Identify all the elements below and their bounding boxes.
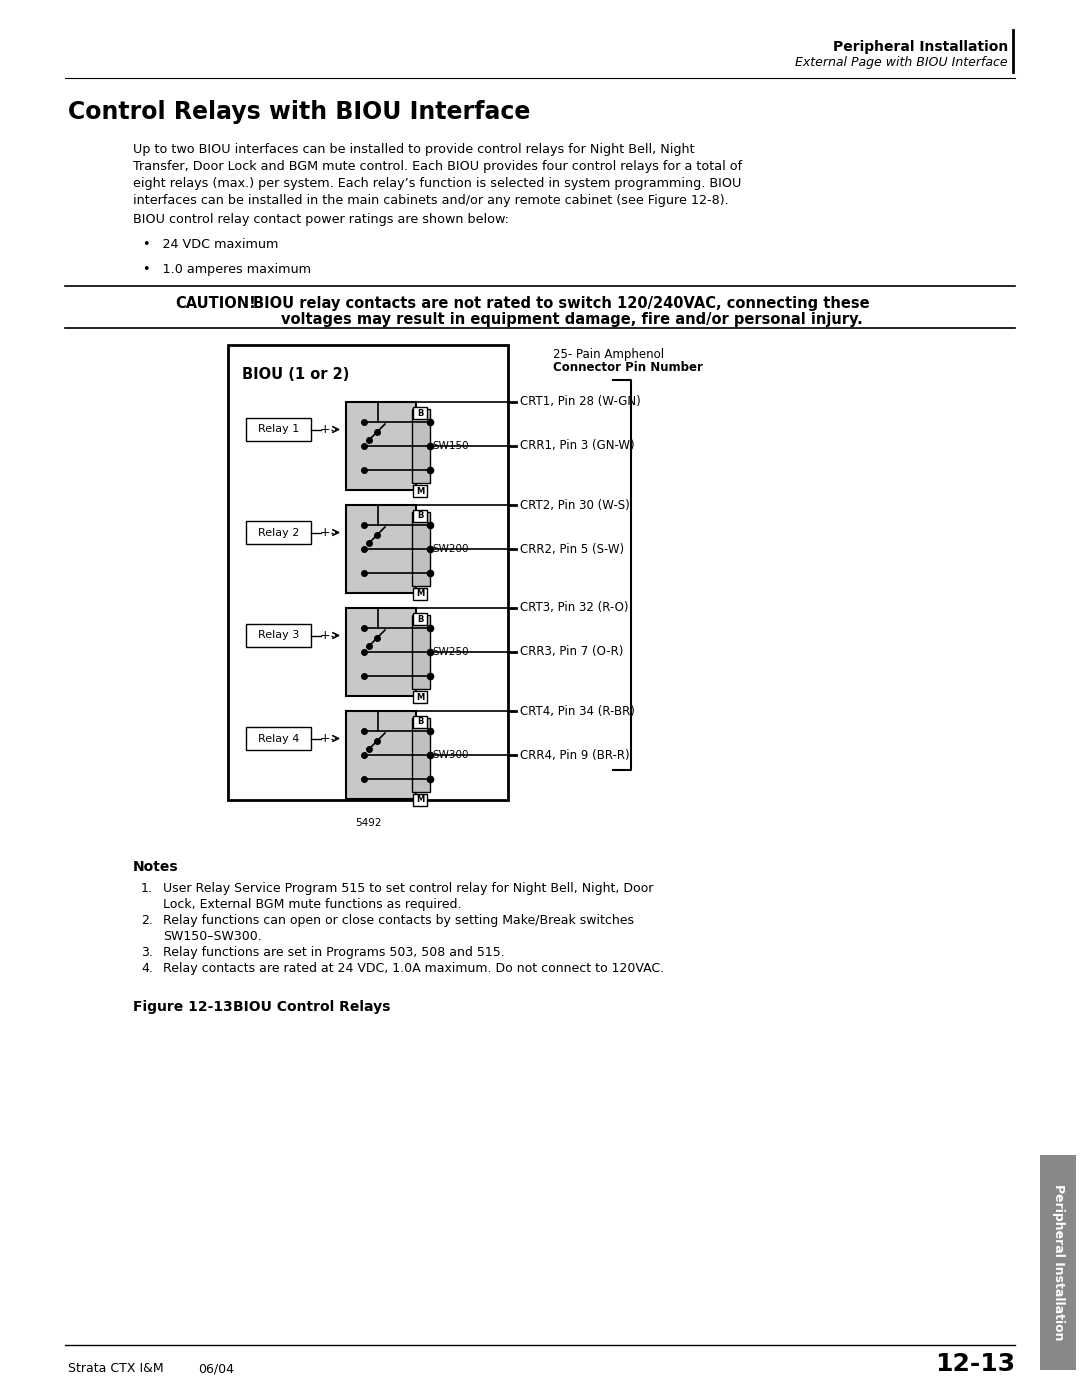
Text: Relay 1: Relay 1 [258,425,299,434]
Bar [413,613,427,624]
Text: M: M [416,590,424,598]
Bar [346,711,416,799]
Bar [413,407,427,419]
Text: SW250: SW250 [432,647,469,657]
Text: SW300: SW300 [432,750,469,760]
Text: Control Relays with BIOU Interface: Control Relays with BIOU Interface [68,101,530,124]
Bar [1040,1155,1076,1370]
Bar [346,402,416,490]
Text: SW150: SW150 [432,441,469,451]
Text: 2.: 2. [141,914,153,928]
Text: Relay 4: Relay 4 [258,733,299,743]
Text: eight relays (max.) per system. Each relay’s function is selected in system prog: eight relays (max.) per system. Each rel… [133,177,741,190]
Text: +: + [320,527,330,539]
Text: CRR4, Pin 9 (BR-R): CRR4, Pin 9 (BR-R) [519,749,630,761]
Text: 3.: 3. [141,946,153,958]
Text: User Relay Service Program 515 to set control relay for Night Bell, Night, Door: User Relay Service Program 515 to set co… [163,882,653,895]
Text: •   24 VDC maximum: • 24 VDC maximum [143,237,279,251]
Text: •   1.0 amperes maximum: • 1.0 amperes maximum [143,263,311,277]
Text: CAUTION!: CAUTION! [175,296,256,312]
Bar [413,717,427,728]
Text: CRR1, Pin 3 (GN-W): CRR1, Pin 3 (GN-W) [519,440,635,453]
Text: SW150–SW300.: SW150–SW300. [163,930,261,943]
Text: BIOU control relay contact power ratings are shown below:: BIOU control relay contact power ratings… [133,212,509,226]
Text: 25- Pain Amphenol: 25- Pain Amphenol [553,348,664,360]
Text: Peripheral Installation: Peripheral Installation [833,41,1008,54]
Bar [346,504,416,592]
Bar [246,624,311,647]
Bar [246,726,311,750]
Bar [346,608,416,696]
Text: Lock, External BGM mute functions as required.: Lock, External BGM mute functions as req… [163,898,461,911]
Bar [413,588,427,599]
Text: SW200: SW200 [432,543,469,555]
Text: Relay functions can open or close contacts by setting Make/Break switches: Relay functions can open or close contac… [163,914,634,928]
Bar [413,692,427,703]
Text: External Page with BIOU Interface: External Page with BIOU Interface [795,56,1008,68]
Text: 1.: 1. [141,882,153,895]
Bar [411,409,430,483]
Text: BIOU relay contacts are not rated to switch 120/240VAC, connecting these: BIOU relay contacts are not rated to swi… [253,296,869,312]
Text: +: + [320,629,330,643]
Text: Relay functions are set in Programs 503, 508 and 515.: Relay functions are set in Programs 503,… [163,946,504,958]
Bar [246,418,311,441]
Text: 5492: 5492 [354,819,381,828]
Text: Relay 3: Relay 3 [258,630,299,640]
Text: 12-13: 12-13 [935,1352,1015,1376]
Text: Transfer, Door Lock and BGM mute control. Each BIOU provides four control relays: Transfer, Door Lock and BGM mute control… [133,161,742,173]
Text: Strata CTX I&M: Strata CTX I&M [68,1362,164,1375]
Text: Peripheral Installation: Peripheral Installation [1052,1185,1065,1341]
Text: CRT3, Pin 32 (R-O): CRT3, Pin 32 (R-O) [519,602,629,615]
Bar [413,510,427,522]
Text: B: B [417,511,423,521]
Text: Notes: Notes [133,861,178,875]
Bar [411,718,430,792]
Text: Relay contacts are rated at 24 VDC, 1.0A maximum. Do not connect to 120VAC.: Relay contacts are rated at 24 VDC, 1.0A… [163,963,664,975]
Text: CRT4, Pin 34 (R-BR): CRT4, Pin 34 (R-BR) [519,704,635,718]
Text: 06/04: 06/04 [198,1362,234,1375]
Text: CRT1, Pin 28 (W-GN): CRT1, Pin 28 (W-GN) [519,395,640,408]
Text: BIOU (1 or 2): BIOU (1 or 2) [242,367,349,381]
Text: CRR2, Pin 5 (S-W): CRR2, Pin 5 (S-W) [519,542,624,556]
Bar [413,793,427,806]
Text: CRT2, Pin 30 (W-S): CRT2, Pin 30 (W-S) [519,499,630,511]
Text: M: M [416,693,424,701]
Text: Relay 2: Relay 2 [258,528,299,538]
Text: B: B [417,718,423,726]
Text: +: + [320,423,330,436]
Bar [411,511,430,585]
Text: M: M [416,795,424,805]
Text: BIOU Control Relays: BIOU Control Relays [233,1000,390,1014]
Text: Up to two BIOU interfaces can be installed to provide control relays for Night B: Up to two BIOU interfaces can be install… [133,142,694,156]
Text: B: B [417,408,423,418]
Text: Figure 12-13: Figure 12-13 [133,1000,233,1014]
Text: 4.: 4. [141,963,153,975]
Bar [411,615,430,689]
Bar [228,345,508,800]
Text: B: B [417,615,423,623]
Text: interfaces can be installed in the main cabinets and/or any remote cabinet (see : interfaces can be installed in the main … [133,194,729,207]
Text: voltages may result in equipment damage, fire and/or personal injury.: voltages may result in equipment damage,… [281,312,863,327]
Text: CRR3, Pin 7 (O-R): CRR3, Pin 7 (O-R) [519,645,623,658]
Text: Connector Pin Number: Connector Pin Number [553,360,703,374]
Bar [246,521,311,543]
Text: M: M [416,486,424,496]
Text: +: + [320,732,330,745]
Bar [413,485,427,497]
